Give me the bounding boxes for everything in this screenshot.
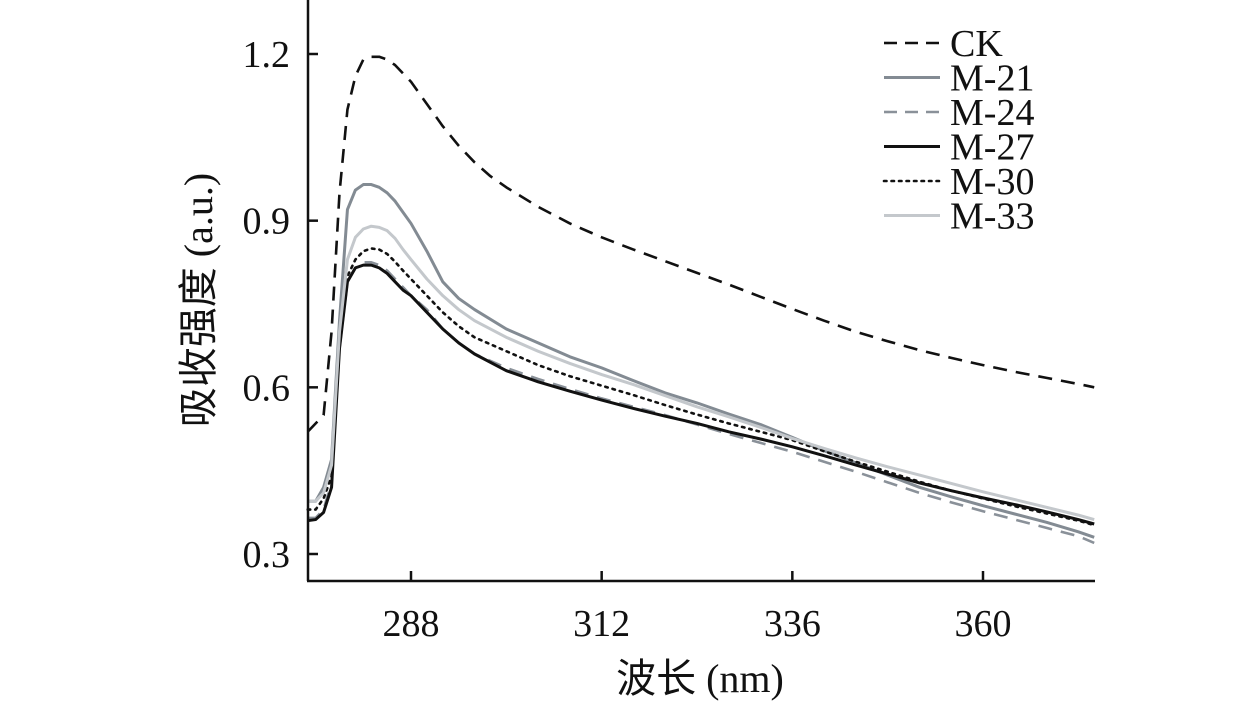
x-tick-label: 360: [955, 603, 1012, 645]
x-tick-label: 312: [573, 603, 630, 645]
y-axis-title: 吸收强度 (a.u.): [176, 173, 221, 427]
plot-lines: [306, 55, 1096, 545]
legend-label-ck: CK: [950, 23, 1003, 65]
legend: CKM-21M-24M-27M-30M-33: [882, 23, 1034, 238]
x-ticks: 288 312 336 360: [383, 571, 1012, 645]
series-line-m-30: [306, 247, 1096, 527]
legend-label-m-24: M-24: [950, 92, 1034, 134]
legend-label-m-30: M-30: [950, 161, 1034, 203]
y-tick-label: 0.6: [243, 367, 291, 409]
x-tick-label: 288: [383, 603, 440, 645]
legend-label-m-27: M-27: [950, 127, 1034, 169]
y-tick-label: 0.9: [243, 201, 291, 243]
y-ticks: 0.3 0.6 0.9 1.2: [243, 34, 318, 576]
legend-label-m-33: M-33: [950, 196, 1034, 238]
series-line-m-24: [307, 261, 1095, 545]
series-line-m-21: [307, 183, 1095, 539]
legend-label-m-21: M-21: [950, 58, 1034, 100]
x-tick-label: 336: [764, 603, 821, 645]
series-line-m-33: [307, 224, 1095, 522]
axes: [306, 0, 1095, 583]
y-tick-label: 0.3: [243, 534, 291, 576]
series-line-ck: [306, 55, 1095, 433]
y-tick-label: 1.2: [243, 34, 291, 76]
series-line-m-27: [307, 263, 1095, 526]
x-axis-title: 波长 (nm): [616, 656, 784, 701]
